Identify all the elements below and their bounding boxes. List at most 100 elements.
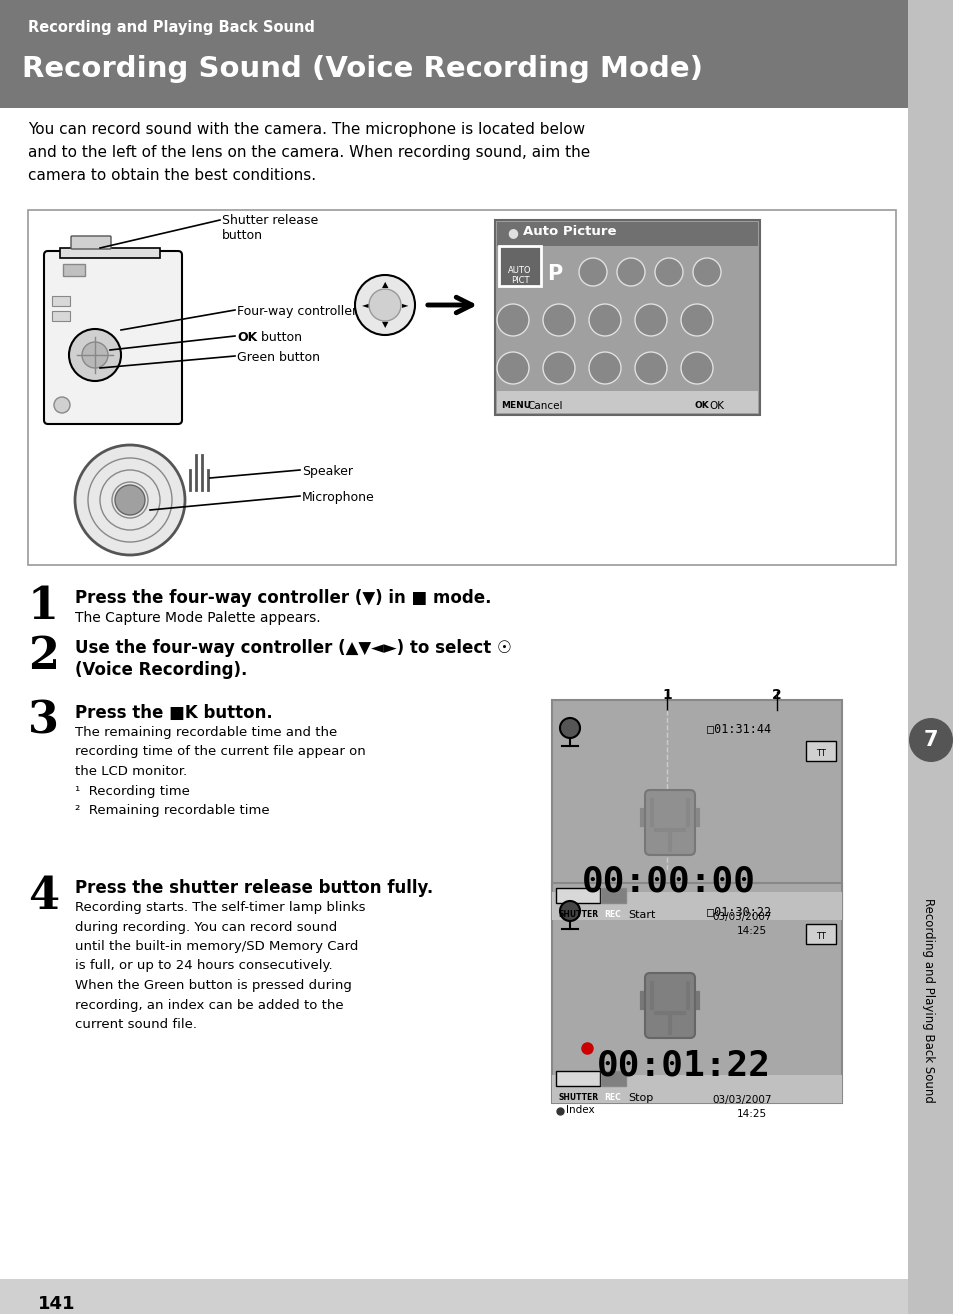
Bar — [552, 883, 841, 1102]
Circle shape — [635, 304, 666, 336]
Text: REC: REC — [603, 911, 620, 918]
Text: The remaining recordable time and the
recording time of the current file appear : The remaining recordable time and the re… — [75, 727, 365, 817]
Circle shape — [115, 485, 145, 515]
Circle shape — [617, 258, 644, 286]
Text: Press the shutter release button fully.: Press the shutter release button fully. — [75, 879, 433, 897]
Text: □01:30:22: □01:30:22 — [706, 905, 770, 918]
Text: 1: 1 — [28, 585, 59, 628]
Circle shape — [542, 304, 575, 336]
Circle shape — [578, 258, 606, 286]
Circle shape — [908, 717, 952, 762]
Text: The Capture Mode Palette appears.: The Capture Mode Palette appears. — [75, 611, 320, 625]
Text: 14:25: 14:25 — [737, 926, 766, 936]
Text: P: P — [546, 264, 561, 284]
Text: Recording and Playing Back Sound: Recording and Playing Back Sound — [28, 20, 314, 35]
Text: ●: ● — [506, 226, 517, 239]
Text: 141: 141 — [38, 1296, 75, 1313]
Text: Green button: Green button — [236, 351, 319, 364]
Text: 14:25: 14:25 — [737, 1109, 766, 1120]
Text: Microphone: Microphone — [302, 491, 375, 505]
Text: 4: 4 — [28, 875, 59, 918]
Text: 03/03/2007: 03/03/2007 — [711, 912, 771, 922]
Bar — [60, 248, 160, 258]
Text: Auto Picture: Auto Picture — [522, 225, 616, 238]
Text: 2: 2 — [28, 635, 59, 678]
FancyBboxPatch shape — [71, 237, 111, 248]
Bar — [495, 219, 760, 415]
FancyBboxPatch shape — [644, 790, 695, 855]
Bar — [552, 892, 841, 920]
Text: SHUTTER: SHUTTER — [558, 1093, 598, 1102]
Bar — [28, 210, 895, 565]
Circle shape — [54, 397, 70, 413]
Text: Speaker: Speaker — [302, 465, 353, 478]
Text: TT: TT — [815, 932, 825, 941]
Circle shape — [497, 304, 529, 336]
FancyBboxPatch shape — [498, 246, 540, 286]
Circle shape — [75, 445, 185, 555]
Text: 2: 2 — [771, 689, 781, 702]
Circle shape — [588, 352, 620, 384]
Circle shape — [82, 342, 108, 368]
Circle shape — [655, 258, 682, 286]
Circle shape — [369, 289, 400, 321]
Text: 00:00:00: 00:00:00 — [581, 865, 755, 899]
Bar — [0, 1279, 907, 1314]
Text: OK: OK — [236, 331, 257, 344]
Bar — [63, 264, 85, 276]
Circle shape — [692, 258, 720, 286]
FancyBboxPatch shape — [805, 924, 835, 943]
Text: button: button — [256, 331, 302, 344]
Text: ▲: ▲ — [381, 280, 388, 289]
Text: 1: 1 — [661, 689, 671, 702]
FancyBboxPatch shape — [601, 887, 626, 903]
Circle shape — [355, 275, 415, 335]
Text: Cancel: Cancel — [526, 401, 562, 411]
Text: OK: OK — [708, 401, 723, 411]
Text: ▼: ▼ — [381, 321, 388, 330]
Bar — [497, 392, 758, 413]
Text: Recording and Playing Back Sound: Recording and Playing Back Sound — [922, 897, 935, 1102]
Text: MENU: MENU — [500, 401, 531, 410]
Circle shape — [497, 352, 529, 384]
Text: Recording starts. The self-timer lamp blinks
during recording. You can record so: Recording starts. The self-timer lamp bl… — [75, 901, 365, 1031]
Circle shape — [559, 717, 579, 738]
Text: 7: 7 — [923, 731, 937, 750]
Text: 00:01:22: 00:01:22 — [597, 1049, 770, 1081]
Text: 03/03/2007: 03/03/2007 — [711, 1095, 771, 1105]
Bar — [497, 222, 758, 246]
Circle shape — [69, 328, 121, 381]
Text: Stop: Stop — [627, 1093, 653, 1102]
FancyBboxPatch shape — [601, 1071, 626, 1085]
Text: button: button — [222, 229, 263, 242]
Text: You can record sound with the camera. The microphone is located below
and to the: You can record sound with the camera. Th… — [28, 122, 590, 183]
FancyBboxPatch shape — [556, 887, 599, 903]
Circle shape — [542, 352, 575, 384]
FancyBboxPatch shape — [556, 1071, 599, 1085]
Text: REC: REC — [603, 1093, 620, 1102]
Bar — [552, 700, 841, 920]
Text: Press the ■K button.: Press the ■K button. — [75, 704, 273, 721]
Bar — [907, 0, 953, 1314]
Text: Recording Sound (Voice Recording Mode): Recording Sound (Voice Recording Mode) — [22, 55, 702, 83]
Circle shape — [559, 901, 579, 921]
Text: SHUTTER: SHUTTER — [558, 911, 598, 918]
FancyBboxPatch shape — [44, 251, 182, 424]
Text: OK: OK — [695, 401, 709, 410]
FancyBboxPatch shape — [805, 741, 835, 761]
Text: Use the four-way controller (▲▼◄►) to select ☉: Use the four-way controller (▲▼◄►) to se… — [75, 639, 512, 657]
Text: Shutter release: Shutter release — [222, 214, 318, 227]
Text: Start: Start — [627, 911, 655, 920]
Circle shape — [588, 304, 620, 336]
Text: TT: TT — [815, 749, 825, 758]
Text: □01:31:44: □01:31:44 — [706, 721, 770, 735]
Text: ◄: ◄ — [361, 301, 368, 310]
Text: AUTO
PICT: AUTO PICT — [508, 265, 531, 285]
Text: Press the four-way controller (▼) in ■ mode.: Press the four-way controller (▼) in ■ m… — [75, 589, 491, 607]
FancyBboxPatch shape — [644, 972, 695, 1038]
Circle shape — [680, 304, 712, 336]
Text: (Voice Recording).: (Voice Recording). — [75, 661, 247, 679]
Circle shape — [680, 352, 712, 384]
Text: Four-way controller: Four-way controller — [236, 305, 356, 318]
Text: 3: 3 — [28, 700, 59, 742]
